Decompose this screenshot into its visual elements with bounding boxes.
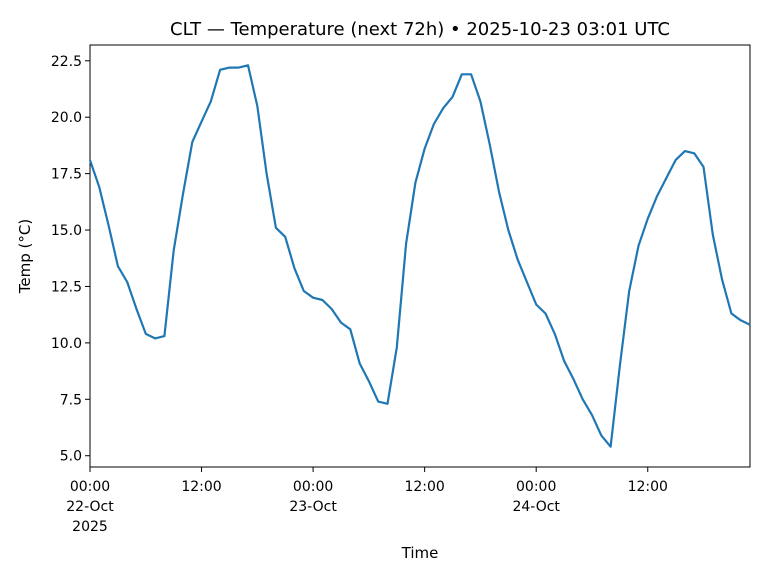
x-tick-label: 24-Oct [512, 499, 560, 515]
y-tick-label: 17.5 [51, 167, 82, 183]
y-axis: 5.0 7.5 10.0 12.5 15.0 17.5 20.0 22.5 [51, 54, 90, 465]
x-tick-label: 12:00 [404, 479, 444, 495]
x-tick-label: 00:00 [293, 479, 333, 495]
x-axis-label: Time [401, 544, 439, 562]
y-tick-label: 20.0 [51, 110, 82, 126]
x-tick-label: 12:00 [628, 479, 668, 495]
x-tick-label: 00:00 [70, 479, 110, 495]
x-tick-label: 2025 [72, 519, 108, 535]
y-tick-label: 12.5 [51, 279, 82, 295]
y-tick-label: 7.5 [60, 392, 82, 408]
x-axis: 00:00 22-Oct 2025 12:00 00:00 23-Oct 12:00 00:0… [66, 467, 668, 535]
y-tick-label: 5.0 [60, 449, 82, 465]
x-tick-label: 23-Oct [289, 499, 337, 515]
y-tick-label: 22.5 [51, 54, 82, 70]
temperature-series-line [88, 64, 751, 448]
x-tick-label: 00:00 [516, 479, 556, 495]
series-group [88, 64, 751, 448]
plot-frame [89, 44, 751, 468]
chart-title: CLT — Temperature (next 72h) • 2025-10-2… [170, 19, 670, 40]
x-tick-label: 12:00 [181, 479, 221, 495]
y-tick-label: 10.0 [51, 336, 82, 352]
y-axis-label: Temp (°C) [16, 219, 34, 294]
y-tick-label: 15.0 [51, 223, 82, 239]
x-tick-label: 22-Oct [66, 499, 114, 515]
